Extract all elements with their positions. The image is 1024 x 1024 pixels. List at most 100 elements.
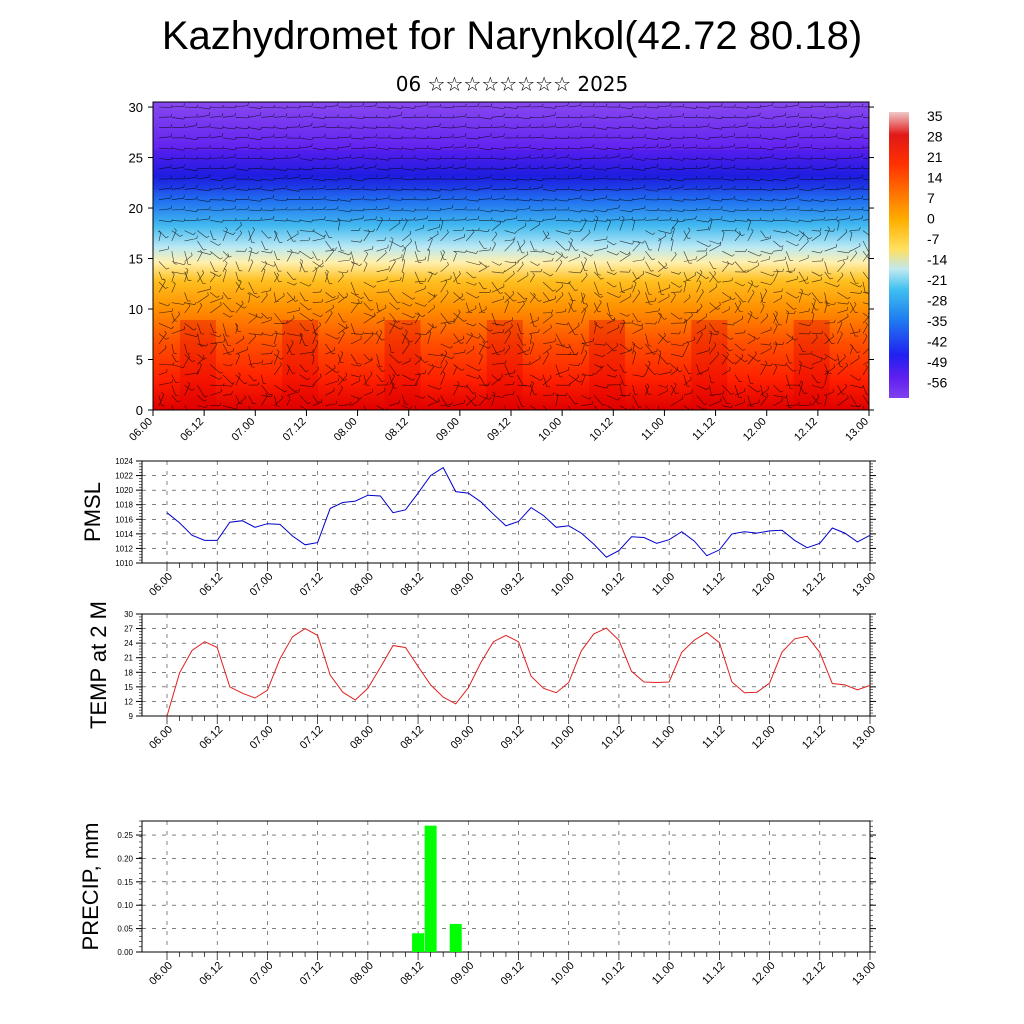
wind-barb xyxy=(760,292,764,303)
y-axis-title: TEMP at 2 M xyxy=(86,601,111,729)
wind-barb xyxy=(632,292,641,303)
wind-barb xyxy=(670,271,680,275)
wind-barb-flag xyxy=(297,230,299,234)
wind-barb xyxy=(440,146,453,149)
wind-barb-flag xyxy=(170,219,173,223)
wind-barb xyxy=(465,302,470,313)
wind-barb xyxy=(593,302,602,314)
series-line xyxy=(166,466,871,558)
wind-barb-flag xyxy=(516,185,518,189)
wind-barb-flag xyxy=(319,321,321,325)
wind-barb-flag xyxy=(708,145,710,149)
wind-barb-flag xyxy=(819,231,822,235)
wind-barb xyxy=(338,271,347,274)
wind-barb-flag xyxy=(717,351,720,355)
wind-barb-flag xyxy=(495,231,498,235)
wind-barb-flag xyxy=(875,165,876,168)
wind-barb-flag xyxy=(605,167,608,171)
wind-barb-flag xyxy=(298,219,301,223)
wind-barb xyxy=(184,255,193,262)
wind-barb xyxy=(504,218,517,221)
wind-barb-flag xyxy=(605,115,608,119)
wind-barb xyxy=(594,178,607,180)
wind-barb xyxy=(645,240,650,251)
wind-barb xyxy=(350,178,363,182)
wind-barb xyxy=(811,396,820,406)
wind-barb-flag xyxy=(731,393,735,395)
wind-barb xyxy=(286,397,291,406)
wind-barb-flag xyxy=(858,355,860,359)
wind-barb-flag xyxy=(541,124,544,128)
wind-barb-flag xyxy=(759,217,762,221)
wind-barb xyxy=(440,251,444,260)
wind-barb xyxy=(299,125,312,128)
wind-barb-flag xyxy=(324,165,326,169)
wind-barb xyxy=(453,295,463,303)
wind-barb xyxy=(299,312,312,322)
wind-barb-flag xyxy=(438,387,442,390)
wind-barb xyxy=(542,218,555,221)
wind-barb-flag xyxy=(734,228,737,232)
wind-barb-flag xyxy=(744,329,746,333)
wind-barb xyxy=(786,135,799,139)
wind-barb xyxy=(261,395,268,406)
wind-barb xyxy=(184,305,191,314)
wind-barb xyxy=(402,233,412,242)
wind-barb xyxy=(542,189,555,192)
wind-barb xyxy=(453,146,466,149)
wind-barb-flag xyxy=(565,308,567,312)
wind-barb xyxy=(401,331,408,345)
wind-barb xyxy=(466,364,479,372)
wind-barb xyxy=(337,292,345,299)
wind-barb-flag xyxy=(523,239,526,243)
wind-barb-flag xyxy=(784,112,787,116)
wind-barb-flag xyxy=(695,134,698,138)
wind-barb-flag xyxy=(465,133,467,137)
wind-barb xyxy=(453,236,465,242)
wind-barb-flag xyxy=(221,185,224,189)
wind-barb xyxy=(683,147,696,149)
wind-barb-flag xyxy=(225,227,228,230)
wind-barb xyxy=(325,220,338,222)
wind-barb-flag xyxy=(797,174,800,178)
wind-barb-flag xyxy=(539,221,541,225)
wind-barb-flag xyxy=(782,268,784,272)
wind-barb-flag xyxy=(413,217,416,221)
wind-barb-flag xyxy=(285,206,288,210)
wind-barb-flag xyxy=(761,303,765,307)
wind-barb xyxy=(414,240,418,252)
wind-barb xyxy=(747,199,760,201)
wind-barb xyxy=(722,158,735,161)
wind-barb xyxy=(235,136,248,139)
wind-barb-flag xyxy=(721,116,723,119)
wind-barb xyxy=(197,209,210,211)
wind-barb xyxy=(786,105,799,108)
wind-barb xyxy=(274,220,287,222)
colorbar-label: 14 xyxy=(927,170,943,186)
wind-barb-flag xyxy=(239,230,243,234)
wind-barb xyxy=(798,279,808,283)
wind-barb xyxy=(338,127,351,129)
wind-barb xyxy=(619,374,625,386)
wind-barb xyxy=(606,364,615,372)
wind-barb-flag xyxy=(593,143,595,148)
wind-barb-flag xyxy=(310,318,314,322)
wind-barb xyxy=(389,312,398,323)
wind-barb-flag xyxy=(629,251,631,255)
wind-barb xyxy=(414,353,426,363)
wind-barb-flag xyxy=(337,164,339,168)
wind-barb xyxy=(594,364,602,369)
y-tick-label: 1020 xyxy=(115,486,133,495)
wind-barb xyxy=(235,168,248,171)
wind-barb xyxy=(325,158,338,161)
wind-barb xyxy=(222,199,235,202)
wind-barb-flag xyxy=(708,115,711,119)
wind-barb xyxy=(709,374,712,383)
wind-barb-flag xyxy=(375,114,378,118)
wind-barb xyxy=(402,168,415,171)
wind-barb-flag xyxy=(810,114,813,118)
wind-barb xyxy=(248,250,257,255)
wind-barb-flag xyxy=(196,208,199,212)
